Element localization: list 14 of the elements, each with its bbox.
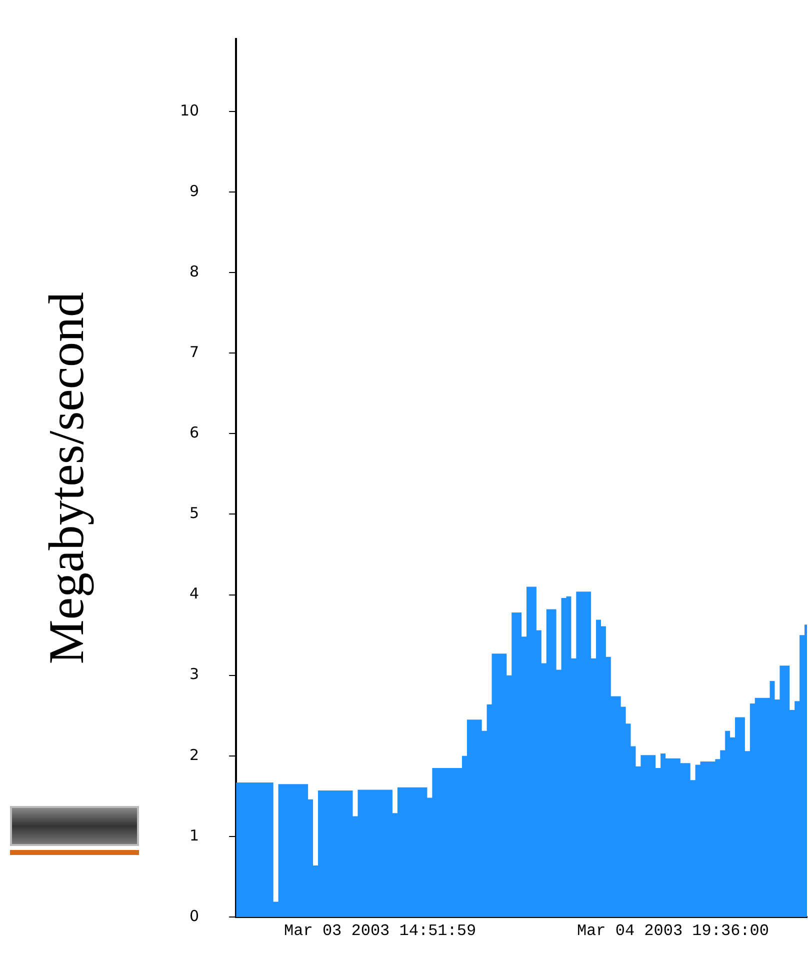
x-tick-label: Mar 03 2003 14:51:59 [284, 922, 476, 940]
y-tick-label: 0 [190, 906, 200, 925]
y-tick-label: 5 [190, 504, 200, 522]
y-tick-label: 4 [190, 584, 200, 603]
y-tick-label: 9 [190, 182, 200, 200]
y-tick-label: 3 [190, 665, 200, 684]
y-tick-label: 7 [190, 343, 200, 362]
y-tick-label: 8 [190, 262, 200, 280]
y-tick-label: 1 [190, 826, 200, 844]
y-axis-title: Megabytes/second [38, 292, 94, 664]
y-tick-label: 2 [190, 746, 200, 764]
x-tick-label: Mar 04 2003 19:36:00 [576, 922, 769, 940]
y-tick-label: 10 [180, 101, 200, 120]
y-tick-label: 6 [190, 424, 200, 442]
